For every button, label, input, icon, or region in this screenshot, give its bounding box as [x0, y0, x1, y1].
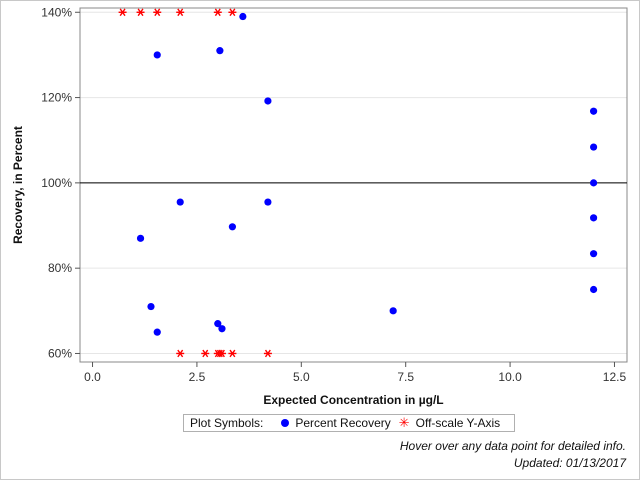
x-tick-label: 12.5	[603, 370, 627, 384]
y-tick-label: 120%	[41, 91, 72, 105]
data-point-percent-recovery[interactable]	[589, 285, 598, 294]
legend-asterisk-icon: ✳	[398, 415, 410, 430]
data-point-off-scale[interactable]	[118, 8, 127, 17]
data-point-percent-recovery[interactable]	[264, 198, 272, 206]
point-layer[interactable]	[118, 8, 598, 358]
data-point-off-scale[interactable]	[217, 349, 226, 358]
data-point-off-scale[interactable]	[213, 8, 222, 17]
plot-area-border	[79, 7, 628, 363]
y-tick-label: 80%	[48, 261, 72, 275]
data-point-off-scale[interactable]	[201, 349, 210, 358]
data-point-percent-recovery[interactable]	[589, 214, 598, 222]
legend-title: Plot Symbols:	[190, 416, 264, 430]
data-point-off-scale[interactable]	[136, 8, 145, 17]
x-axis-label: Expected Concentration in µg/L	[263, 393, 443, 407]
data-point-percent-recovery[interactable]	[389, 307, 397, 315]
data-point-percent-recovery[interactable]	[264, 97, 272, 105]
x-tick-label: 2.5	[189, 370, 206, 384]
tick-layer: 60% 80% 100% 120% 140% 0.0 2.5 5.0 7.5 10.0 12.5	[41, 5, 626, 384]
x-tick-label: 10.0	[498, 370, 522, 384]
data-point-percent-recovery[interactable]	[239, 12, 247, 21]
legend-circle-icon	[281, 419, 290, 427]
data-point-off-scale[interactable]	[228, 349, 237, 358]
data-point-percent-recovery[interactable]	[589, 250, 598, 258]
data-point-percent-recovery[interactable]	[589, 107, 598, 115]
hover-footnote: Hover over any data point for detailed i…	[399, 439, 626, 453]
y-tick-label: 60%	[48, 346, 72, 360]
y-tick-label: 100%	[41, 176, 72, 190]
x-tick-label: 7.5	[397, 370, 414, 384]
data-point-off-scale[interactable]	[176, 8, 185, 17]
data-point-percent-recovery[interactable]	[589, 179, 598, 187]
data-point-percent-recovery[interactable]	[216, 47, 224, 55]
data-point-off-scale[interactable]	[153, 8, 162, 17]
x-tick-label: 0.0	[84, 370, 101, 384]
legend-entry-off-scale: Off-scale Y-Axis	[415, 416, 501, 430]
data-point-percent-recovery[interactable]	[153, 328, 161, 336]
data-point-off-scale[interactable]	[176, 349, 185, 358]
legend: Plot Symbols: Percent Recovery ✳ Off-sca…	[183, 414, 515, 432]
data-point-percent-recovery[interactable]	[228, 223, 237, 231]
data-point-percent-recovery[interactable]	[589, 143, 598, 151]
data-point-percent-recovery[interactable]	[153, 51, 161, 59]
data-point-off-scale[interactable]	[228, 8, 237, 17]
data-point-percent-recovery[interactable]	[218, 325, 226, 333]
data-point-percent-recovery[interactable]	[176, 198, 184, 206]
data-point-percent-recovery[interactable]	[147, 302, 155, 311]
y-tick-label: 140%	[41, 5, 72, 19]
x-tick-label: 5.0	[293, 370, 310, 384]
legend-entry-percent-recovery: Percent Recovery	[295, 416, 391, 430]
data-point-percent-recovery[interactable]	[136, 234, 145, 242]
updated-footnote: Updated: 01/13/2017	[513, 456, 626, 470]
data-point-percent-recovery[interactable]	[214, 320, 222, 328]
y-axis-label: Recovery, in Percent	[11, 126, 25, 244]
data-point-off-scale[interactable]	[263, 349, 272, 358]
